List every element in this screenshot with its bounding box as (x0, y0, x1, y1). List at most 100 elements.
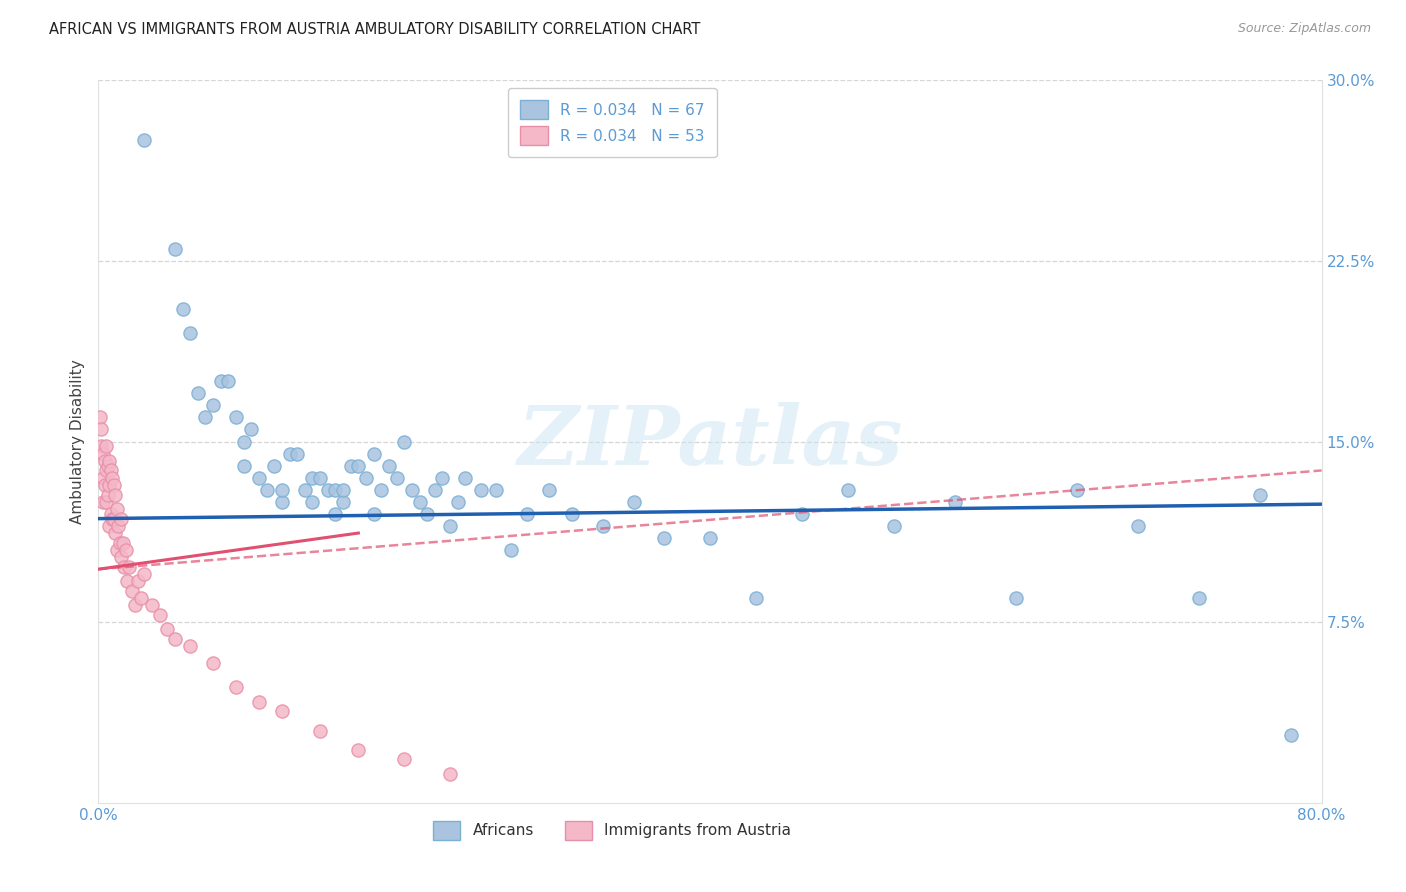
Point (485, 483, 508, 497)
Point (91, 470, 114, 484)
Point (98, 454, 121, 468)
Point (363, 446, 385, 460)
Point (561, 507, 583, 521)
Point (91, 494, 114, 508)
Point (149, 607, 172, 622)
Point (1249, 487, 1271, 501)
Point (790, 507, 813, 521)
Point (256, 483, 278, 497)
Text: Source: ZipAtlas.com: Source: ZipAtlas.com (1237, 22, 1371, 36)
Text: AFRICAN VS IMMIGRANTS FROM AUSTRIA AMBULATORY DISABILITY CORRELATION CHART: AFRICAN VS IMMIGRANTS FROM AUSTRIA AMBUL… (49, 22, 700, 37)
Point (339, 458, 361, 473)
Point (111, 535, 134, 549)
Point (325, 483, 347, 497)
Point (347, 743, 370, 757)
Point (432, 470, 454, 484)
Point (745, 591, 768, 605)
Point (652, 531, 675, 545)
Point (97, 458, 120, 473)
Point (117, 574, 139, 589)
Point (363, 507, 385, 521)
Point (1066, 483, 1088, 497)
Point (592, 518, 614, 533)
Point (316, 483, 339, 497)
Point (93, 454, 115, 468)
Point (332, 494, 354, 508)
Point (837, 483, 859, 497)
Point (225, 680, 247, 694)
Point (378, 458, 401, 473)
Point (285, 446, 308, 460)
Legend: Africans, Immigrants from Austria: Africans, Immigrants from Austria (427, 815, 797, 846)
Point (101, 470, 124, 484)
Point (172, 301, 194, 317)
Point (447, 494, 470, 508)
Point (104, 487, 127, 501)
Point (470, 483, 492, 497)
Point (454, 470, 477, 484)
Point (121, 583, 143, 598)
Point (516, 507, 538, 521)
Point (278, 446, 301, 460)
Point (112, 559, 135, 574)
Point (225, 410, 247, 425)
Point (110, 511, 132, 525)
Point (110, 550, 132, 565)
Point (163, 632, 186, 646)
Point (90, 439, 112, 453)
Point (309, 723, 332, 738)
Point (385, 470, 408, 484)
Point (104, 526, 127, 541)
Point (98, 518, 121, 533)
Point (501, 542, 523, 557)
Point (202, 656, 225, 670)
Point (101, 511, 124, 525)
Point (94, 494, 117, 508)
Point (301, 470, 323, 484)
Point (97, 487, 120, 501)
Point (163, 242, 186, 256)
Point (94, 439, 117, 453)
Point (247, 695, 270, 709)
Point (134, 567, 156, 582)
Point (270, 483, 292, 497)
Point (115, 542, 138, 557)
Point (100, 507, 122, 521)
Point (232, 458, 254, 473)
Point (309, 470, 332, 484)
Point (127, 574, 149, 589)
Point (187, 386, 209, 401)
Point (103, 478, 125, 492)
Point (347, 458, 370, 473)
Point (401, 483, 423, 497)
Point (240, 422, 263, 436)
Point (100, 463, 122, 477)
Point (392, 752, 416, 766)
Point (94, 463, 117, 477)
Point (202, 398, 225, 412)
Point (93, 478, 115, 492)
Point (301, 494, 323, 508)
Point (332, 483, 354, 497)
Point (134, 133, 156, 147)
Point (354, 470, 377, 484)
Point (270, 704, 292, 718)
Point (1279, 728, 1302, 742)
Point (1128, 518, 1150, 533)
Y-axis label: Ambulatory Disability: Ambulatory Disability (69, 359, 84, 524)
Point (1004, 591, 1026, 605)
Point (156, 623, 179, 637)
Point (270, 494, 292, 508)
Point (263, 458, 285, 473)
Point (108, 535, 131, 549)
Point (538, 483, 561, 497)
Point (179, 326, 201, 340)
Point (209, 374, 232, 388)
Point (408, 494, 430, 508)
Point (129, 591, 152, 605)
Point (141, 599, 163, 613)
Point (194, 410, 217, 425)
Text: ZIPatlas: ZIPatlas (517, 401, 903, 482)
Point (124, 599, 146, 613)
Point (179, 639, 201, 653)
